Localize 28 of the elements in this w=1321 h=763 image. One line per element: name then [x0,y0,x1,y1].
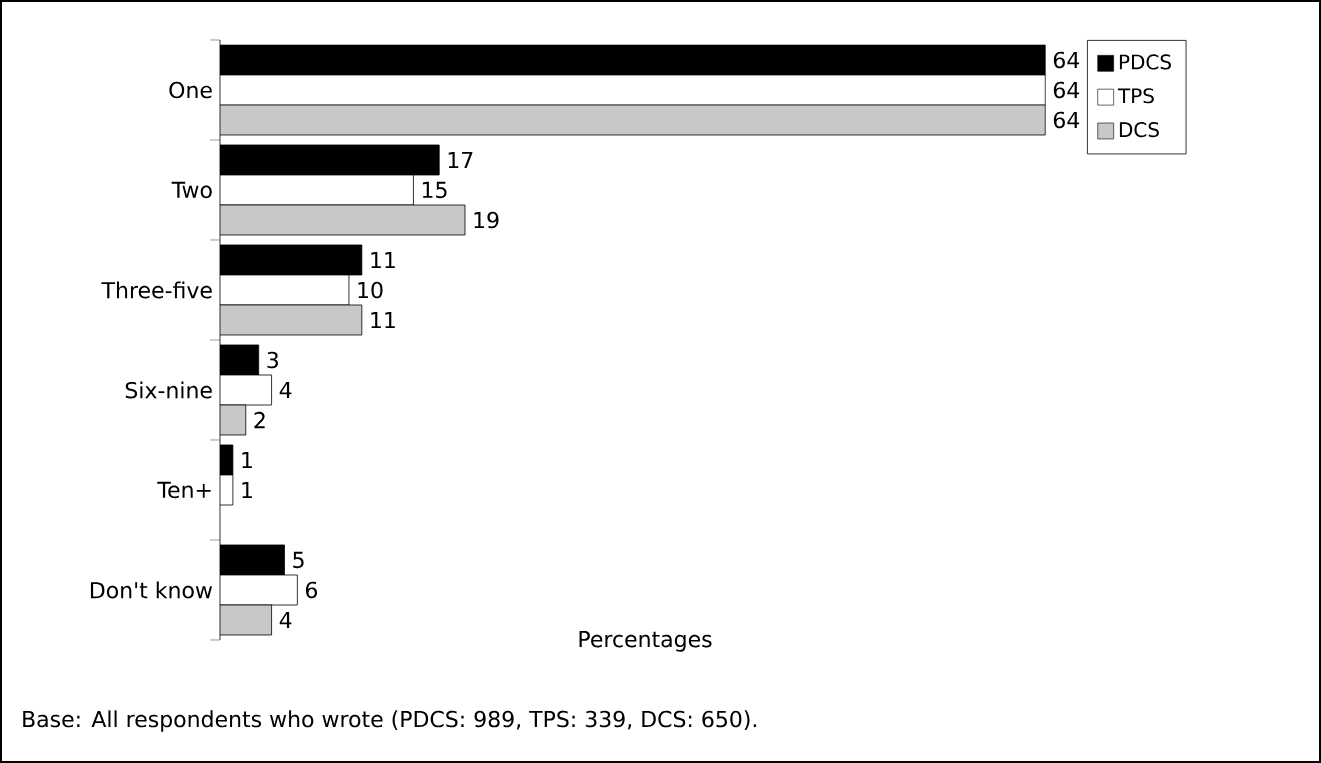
data-label: 64 [1053,81,1080,99]
y-tick-label: Ten+ [157,481,211,499]
data-label: 64 [1053,51,1080,69]
data-label: 10 [358,281,383,299]
data-label: 15 [422,181,447,199]
data-label: 11 [371,251,395,269]
data-label: 6 [305,581,318,599]
legend-label: PDCS [1119,54,1171,70]
data-label: 17 [448,151,473,169]
y-tick-label: One [169,81,212,99]
legend-label: DCS [1119,122,1159,138]
data-label: 3 [267,351,278,369]
data-label: 1 [242,451,252,469]
text: Base: All respondents who wrote (PDCS: 989, TPS: 339, DCS: 650). [23,710,757,732]
y-tick-label: Six-nine [125,381,212,399]
y-tick-label: Don't know [90,581,212,599]
data-label: 11 [371,311,395,329]
data-label: 4 [279,611,292,629]
x-axis-title: Percentages [579,631,712,652]
legend-label: TPS [1117,88,1154,104]
data-label: 64 [1053,111,1080,129]
y-tick-label: Three-five [101,281,212,299]
y-tick-label: Two [171,181,212,199]
data-label: 19 [474,211,499,229]
data-label: 5 [293,551,304,569]
data-label: 4 [279,381,292,399]
data-label: 2 [254,411,265,429]
data-label: 1 [242,481,252,499]
